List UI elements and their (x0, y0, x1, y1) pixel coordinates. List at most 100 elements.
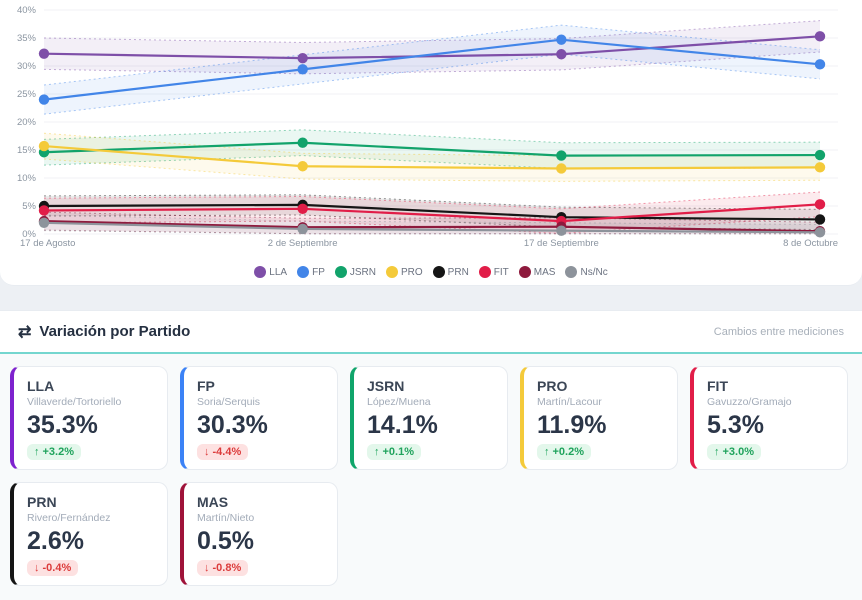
legend-color-dot (432, 266, 445, 278)
chart-line-FP (42, 38, 822, 101)
data-point-JSRN (556, 150, 567, 161)
data-point-PRN (814, 214, 826, 225)
confidence-band-FP (44, 25, 820, 115)
party-candidates: Martín/Nieto (197, 512, 255, 524)
legend-color-dot (254, 266, 267, 278)
legend-color-dot (478, 266, 491, 278)
band-upper-edge (43, 194, 821, 210)
party-abbrev: PRN (27, 494, 57, 510)
data-point-FP (556, 34, 567, 45)
chart-line-FIT (42, 203, 822, 223)
party-variation-card: FIT Gavuzzo/Gramajo 5.3% ↑ +3.0% (690, 366, 848, 470)
data-point-Ns/Nc (556, 225, 567, 236)
change-badge: ↑ +0.1% (367, 444, 421, 460)
confidence-band-LLA (44, 20, 820, 74)
change-value: +0.1% (382, 446, 415, 458)
data-point-FP (814, 59, 826, 70)
legend-color-dot (565, 266, 578, 278)
chart-line-MAS (42, 220, 822, 233)
legend-item[interactable]: MAS (518, 266, 556, 278)
data-point-PRO (556, 163, 567, 174)
legend-label: PRN (447, 266, 469, 278)
data-point-Ns/Nc (814, 227, 826, 238)
data-point-PRO (814, 162, 826, 173)
band-lower-edge (43, 53, 821, 115)
legend-label: LLA (269, 266, 288, 278)
poll-trend-chart: 0% 5% 10% 15% 20% 25% 30% 35% 40% 17 de Agosto 2 d… (17, 5, 838, 249)
x-tick-label: 8 de Octubre (783, 238, 838, 249)
chart-line-LLA (42, 35, 822, 60)
y-tick-label: 25% (17, 89, 37, 100)
chart-legend: LLA FP JSRN PRO PRN FIT MAS Ns/Nc (0, 255, 862, 285)
legend-label: MAS (533, 266, 556, 278)
party-abbrev: LLA (27, 378, 55, 394)
change-arrow-icon: ↑ (34, 446, 40, 458)
change-arrow-icon: ↓ (204, 562, 210, 574)
confidence-band-PRN (44, 194, 820, 230)
x-tick-label: 17 de Septiembre (524, 238, 599, 249)
party-percentage: 5.3% (707, 411, 764, 439)
confidence-band-Ns/Nc (44, 214, 820, 234)
party-percentage: 2.6% (27, 527, 84, 555)
y-tick-label: 30% (17, 61, 37, 72)
legend-label: FP (312, 266, 325, 278)
party-abbrev: FIT (707, 378, 728, 394)
legend-item[interactable]: PRN (432, 266, 469, 278)
party-abbrev: PRO (537, 378, 568, 394)
party-abbrev: FP (197, 378, 215, 394)
legend-label: FIT (493, 266, 509, 278)
y-tick-label: 10% (17, 173, 37, 184)
change-badge: ↑ +3.0% (707, 444, 761, 460)
data-point-LLA (38, 48, 50, 59)
legend-item[interactable]: PRO (386, 266, 423, 278)
party-variation-card: PRO Martín/Lacour 11.9% ↑ +0.2% (520, 366, 678, 470)
legend-item[interactable]: Ns/Nc (565, 266, 608, 278)
confidence-band-PRO (44, 133, 820, 182)
party-cards-grid: LLA Villaverde/Tortoriello 35.3% ↑ +3.2%… (0, 354, 862, 598)
party-variation-card: MAS Martín/Nieto 0.5% ↓ -0.8% (180, 482, 338, 586)
party-abbrev: MAS (197, 494, 229, 510)
legend-color-dot (518, 266, 531, 278)
change-value: +3.2% (42, 446, 75, 458)
band-upper-edge (43, 24, 821, 86)
data-point-JSRN (814, 149, 826, 161)
poll-trend-chart-card: 0% 5% 10% 15% 20% 25% 30% 35% 40% 17 de Agosto 2 d… (0, 0, 862, 286)
party-candidates: Rivero/Fernández (27, 512, 111, 524)
legend-item[interactable]: LLA (254, 266, 287, 278)
change-badge: ↑ +0.2% (537, 444, 591, 460)
party-candidates: Villaverde/Tortoriello (27, 396, 122, 408)
party-candidates: Gavuzzo/Gramajo (707, 396, 792, 408)
legend-label: PRO (401, 266, 423, 278)
change-value: -0.8% (212, 562, 242, 574)
data-point-FIT (297, 203, 308, 214)
section-subtitle: Cambios entre mediciones (713, 325, 844, 338)
legend-item[interactable]: FIT (478, 266, 509, 278)
change-value: +3.0% (722, 446, 755, 458)
party-variation-card: FP Soria/Serquis 30.3% ↓ -4.4% (180, 366, 338, 470)
change-badge: ↓ -0.4% (27, 560, 79, 576)
party-variation-card: JSRN López/Muena 14.1% ↑ +0.1% (350, 366, 508, 470)
x-tick-label: 2 de Septiembre (268, 238, 338, 249)
chart-line-JSRN (42, 141, 822, 157)
party-percentage: 0.5% (197, 527, 254, 555)
data-point-LLA (814, 31, 826, 42)
y-tick-label: 40% (17, 5, 37, 16)
data-point-FIT (38, 205, 50, 216)
change-arrow-icon: ↑ (714, 446, 720, 458)
legend-item[interactable]: FP (297, 266, 325, 278)
legend-item[interactable]: JSRN (334, 266, 376, 278)
variation-section: ⇄ Variación por Partido Cambios entre me… (0, 310, 862, 600)
change-arrow-icon: ↓ (34, 562, 40, 574)
chart-line-Ns/Nc (42, 221, 822, 234)
party-percentage: 35.3% (27, 411, 98, 439)
change-badge: ↓ -0.8% (197, 560, 249, 576)
chart-line-PRN (42, 203, 822, 221)
data-point-PRO (38, 140, 50, 152)
data-point-LLA (556, 49, 567, 60)
data-point-Ns/Nc (297, 223, 308, 235)
data-point-JSRN (297, 137, 308, 148)
variation-header: ⇄ Variación por Partido Cambios entre me… (0, 310, 862, 354)
change-value: +0.2% (552, 446, 585, 458)
change-arrow-icon: ↑ (374, 446, 380, 458)
change-arrow-icon: ↑ (544, 446, 550, 458)
